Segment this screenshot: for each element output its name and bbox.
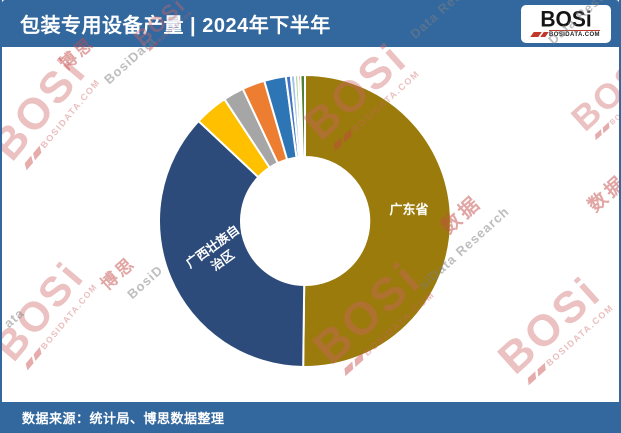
- data-source: 数据来源：统计局、博思数据整理: [22, 411, 225, 426]
- header-bar: 包装专用设备产量 | 2024年下半年 BOSi BOSIDATA.COM: [2, 0, 619, 47]
- bosi-logo: BOSi BOSIDATA.COM: [521, 4, 611, 43]
- donut-slice[interactable]: [302, 73, 452, 368]
- slice-label: 广东省: [389, 202, 429, 218]
- chart-area: 广东省 广西壮族自 治区: [2, 47, 619, 402]
- bosi-logo-text: BOSi: [540, 7, 592, 32]
- page-title: 包装专用设备产量 | 2024年下半年: [20, 15, 331, 37]
- bosi-logo-domain: BOSIDATA.COM: [549, 30, 600, 38]
- bosi-logo-subrow: BOSIDATA.COM: [530, 30, 600, 38]
- donut-slice[interactable]: [158, 119, 306, 369]
- footer-bar: 数据来源：统计局、博思数据整理: [2, 402, 619, 433]
- donut-slice[interactable]: [299, 73, 306, 159]
- donut-chart: [158, 73, 452, 369]
